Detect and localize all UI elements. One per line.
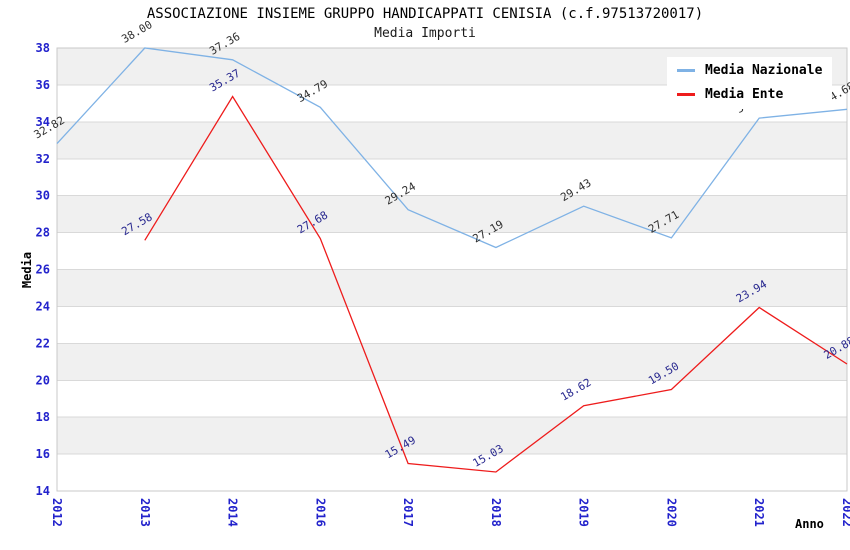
y-tick-label: 22 <box>36 336 50 350</box>
legend-label-media-ente: Media Ente <box>705 87 784 102</box>
legend-item-media-ente: Media Ente <box>677 87 822 102</box>
legend-swatch-media-ente <box>677 93 695 96</box>
x-axis-title: Anno <box>795 517 824 531</box>
y-tick-label: 20 <box>36 373 50 387</box>
y-tick-label: 34 <box>36 115 50 129</box>
y-tick-label: 30 <box>36 189 50 203</box>
y-tick-label: 36 <box>36 78 50 92</box>
y-tick-label: 14 <box>36 484 50 498</box>
series-line-media-nazionale <box>56 47 848 249</box>
x-tick-label: 2017 <box>401 498 415 527</box>
y-tick-label: 16 <box>36 447 50 461</box>
chart-subtitle: Media Importi <box>374 26 476 41</box>
chart-title: ASSOCIAZIONE INSIEME GRUPPO HANDICAPPATI… <box>146 6 704 22</box>
legend: Media Nazionale Media Ente <box>667 57 833 109</box>
y-tick-label: 18 <box>36 410 50 424</box>
x-tick-label: 2013 <box>138 498 152 527</box>
plot-band <box>57 417 847 455</box>
y-tick-label: 38 <box>36 41 50 55</box>
x-tick-label: 2019 <box>577 498 591 527</box>
x-tick-label: 2021 <box>752 498 766 527</box>
x-tick-label: 2022 <box>840 498 850 527</box>
plot-band <box>57 269 847 307</box>
plot-band <box>57 343 847 381</box>
plot-border <box>56 47 848 492</box>
series-line-media-ente <box>144 95 848 473</box>
plot-band <box>57 121 847 159</box>
x-tick-label: 2018 <box>489 498 503 527</box>
y-tick-label: 24 <box>36 299 50 313</box>
y-axis-title: Media <box>20 251 34 289</box>
legend-item-media-nazionale: Media Nazionale <box>677 63 822 78</box>
plot-band <box>57 195 847 233</box>
y-tick-label: 28 <box>36 226 50 240</box>
x-tick-label: 2020 <box>664 498 678 527</box>
legend-swatch-media-nazionale <box>677 69 695 72</box>
y-tick-label: 32 <box>36 152 50 166</box>
y-tick-label: 26 <box>36 263 50 277</box>
legend-label-media-nazionale: Media Nazionale <box>705 63 823 78</box>
x-tick-label: 2016 <box>313 498 327 527</box>
x-tick-label: 2012 <box>50 498 64 527</box>
x-tick-label: 2014 <box>226 498 240 527</box>
